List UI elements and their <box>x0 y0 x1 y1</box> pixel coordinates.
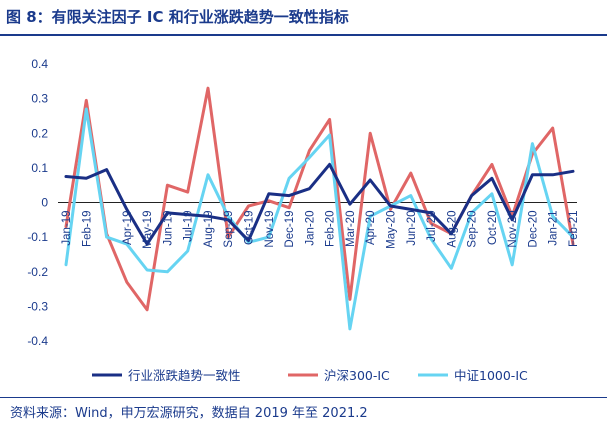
x-tick-label: Jan-19 <box>61 211 73 246</box>
x-tick-label: Nov-20 <box>507 211 519 248</box>
x-tick-label: Nov-19 <box>264 211 276 248</box>
x-tick-label: Jun-19 <box>162 211 174 246</box>
legend-label: 中证1000-IC <box>454 368 528 383</box>
source-note: 资料来源：Wind，申万宏源研究，数据自 2019 年至 2021.2 <box>10 406 368 421</box>
y-axis: 0.4 0.3 0.2 0.1 0 -0.1 -0.2 -0.3 -0.4 <box>27 57 48 348</box>
x-tick-label: Apr-19 <box>122 211 134 246</box>
x-tick-label: May-19 <box>142 211 154 249</box>
x-tick-label: Oct-20 <box>487 211 499 246</box>
x-tick-label: Feb-21 <box>568 211 580 247</box>
x-tick-label: Jul-20 <box>426 211 438 242</box>
x-tick-label: Oct-19 <box>244 211 256 246</box>
x-tick-label: Aug-20 <box>446 211 458 248</box>
y-tick-label: 0 <box>41 196 48 210</box>
x-tick-label: May-20 <box>385 211 397 249</box>
x-tick-label: Mar-20 <box>345 211 357 247</box>
y-tick-label: -0.1 <box>27 230 48 244</box>
x-tick-label: Jan-20 <box>304 211 316 246</box>
series-lines <box>64 86 575 331</box>
y-tick-label: -0.4 <box>27 334 48 348</box>
x-axis: Jan-19 Feb-19 Apr-19 May-19 Jun-19 Jul-19 Aug-… <box>61 210 580 248</box>
y-tick-label: 0.1 <box>31 161 48 175</box>
legend-label: 沪深300-IC <box>324 368 390 383</box>
y-tick-label: 0.3 <box>31 92 48 106</box>
x-tick-label: Sep-20 <box>467 211 479 248</box>
x-tick-label: Apr-20 <box>365 211 377 246</box>
legend: 行业涨跌趋势一致性 沪深300-IC 中证1000-IC <box>92 368 528 383</box>
x-tick-label: Jun-20 <box>406 211 418 246</box>
x-tick-label: Dec-20 <box>527 211 539 248</box>
series-line-2 <box>64 86 575 312</box>
x-tick-label: Jan-21 <box>548 211 560 246</box>
series-line-1 <box>64 162 575 246</box>
source-divider <box>0 397 607 398</box>
title-divider <box>0 34 607 36</box>
y-tick-label: 0.2 <box>31 126 48 140</box>
x-tick-label: Feb-20 <box>325 211 337 247</box>
x-tick-label: Sep-19 <box>223 210 235 247</box>
series-line-3 <box>64 107 575 331</box>
y-tick-label: -0.2 <box>27 265 48 279</box>
x-tick-label: Dec-19 <box>284 211 296 248</box>
legend-label: 行业涨跌趋势一致性 <box>128 368 241 383</box>
x-tick-label: Feb-19 <box>81 211 93 247</box>
figure-title: 图 8：有限关注因子 IC 和行业涨跌趋势一致性指标 <box>6 8 349 26</box>
y-tick-label: -0.3 <box>27 299 48 313</box>
x-tick-label: Jul-19 <box>183 211 195 242</box>
x-tick-label: Aug-19 <box>203 211 215 248</box>
line-chart: 0.4 0.3 0.2 0.1 0 -0.1 -0.2 -0.3 -0.4 Jan-19 Feb-… <box>27 57 580 383</box>
y-tick-label: 0.4 <box>31 57 48 71</box>
